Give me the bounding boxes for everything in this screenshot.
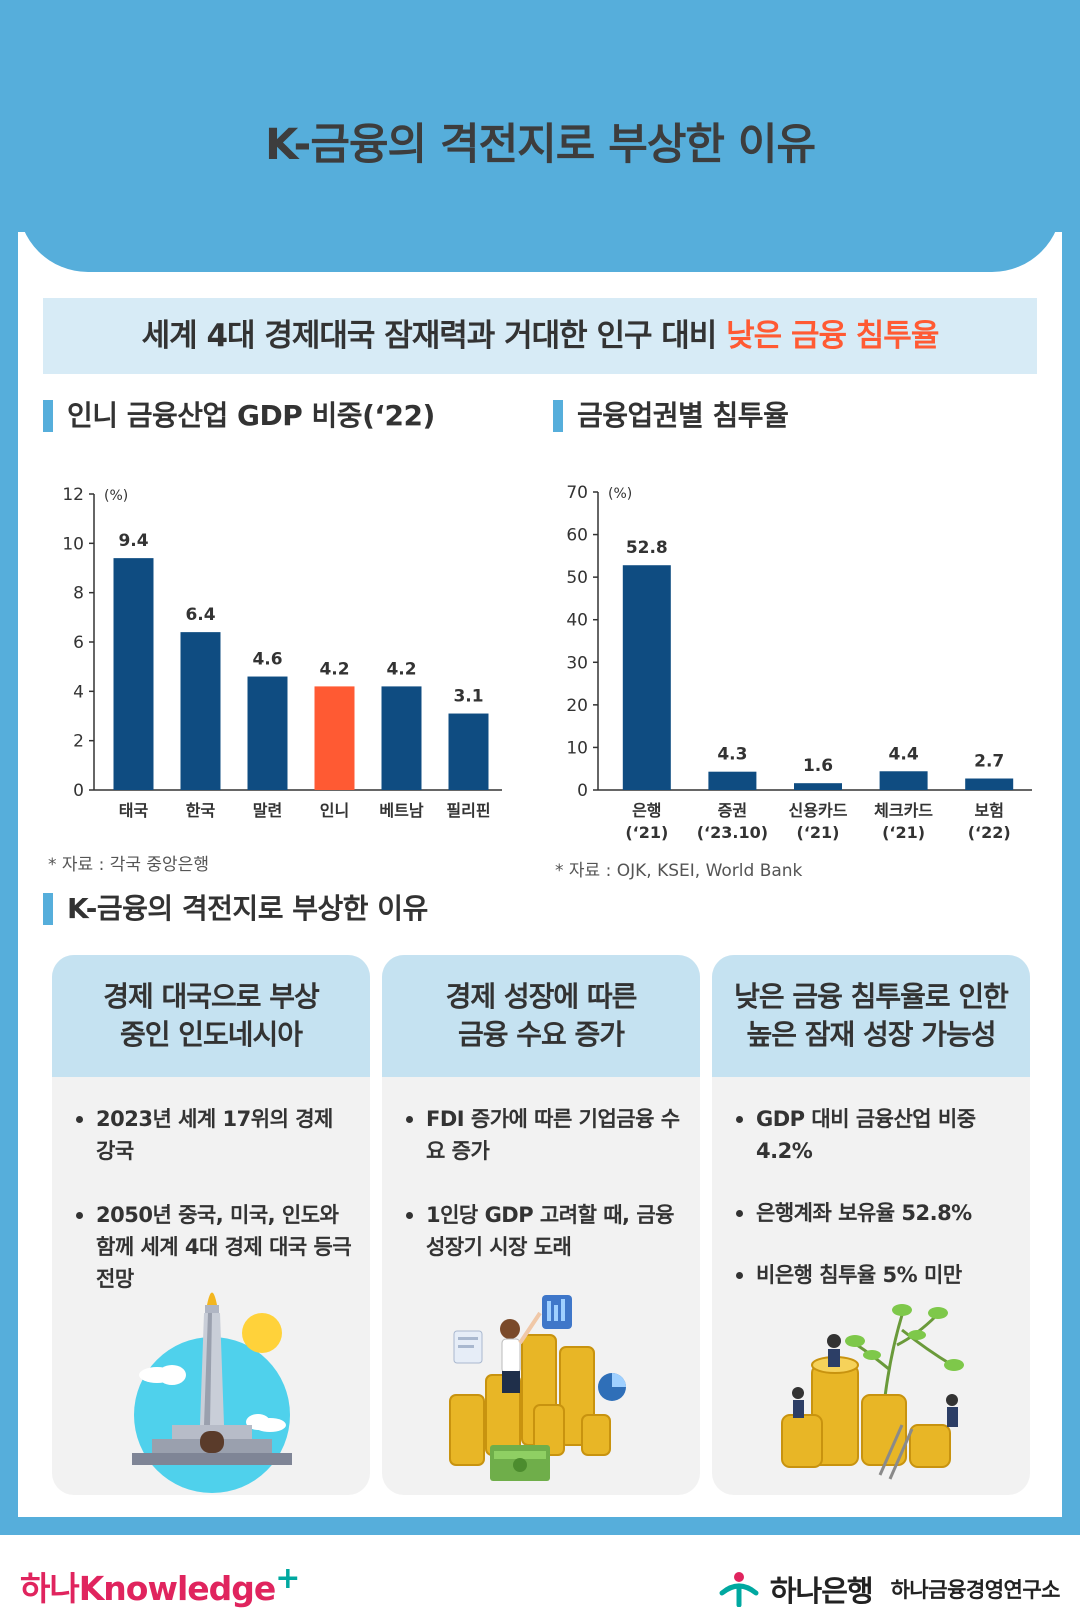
- y-tick-label: 4: [73, 682, 84, 702]
- y-tick-label: 30: [566, 653, 588, 673]
- card-header: 낮은 금융 침투율로 인한 높은 잠재 성장 가능성: [712, 955, 1030, 1077]
- hana-bank-logo-icon: [719, 1572, 759, 1607]
- card-header: 경제 대국으로 부상 중인 인도네시아: [52, 955, 370, 1077]
- reasons-title: K-금융의 격전지로 부상한 이유: [43, 893, 428, 925]
- bar: [708, 771, 757, 790]
- x-tick-label: (‘22): [968, 823, 1011, 842]
- x-tick-label: (‘21): [625, 823, 668, 842]
- institute-name: 하나금융경영연구소: [890, 1578, 1061, 1602]
- bar-value-label: 3.1: [453, 687, 483, 707]
- subtitle-banner: 세계 4대 경제대국 잠재력과 거대한 인구 대비 낮은 금융 침투율: [43, 298, 1037, 374]
- bullet-item: 2023년 세계 17위의 경제 강국: [74, 1103, 356, 1167]
- card-title-line: 경제 대국으로 부상: [103, 980, 320, 1013]
- x-tick-label: 태국: [119, 801, 149, 820]
- gdp-share-chart: 0 2 4 6 8 10 12 (%) 9.4 태국 6.4 한국 4.6 말련 4.2 인니 4.2 베트남 3.…: [62, 485, 502, 820]
- knowledge-brand: 하나Knowledge: [20, 1569, 276, 1608]
- y-tick-label: 40: [566, 611, 588, 631]
- bar: [180, 632, 221, 790]
- x-tick-label: 체크카드: [874, 801, 933, 820]
- penetration-chart-title: 금융업권별 침투율: [553, 400, 789, 432]
- x-tick-label: 증권: [718, 801, 747, 820]
- bar: [314, 686, 355, 790]
- bullet-list: GDP 대비 금융산업 비중 4.2% 은행계좌 보유율 52.8% 비은행 침…: [712, 1077, 1030, 1291]
- y-axis-unit: (%): [104, 488, 128, 504]
- bar: [622, 565, 671, 790]
- bullet-list: 2023년 세계 17위의 경제 강국 2050년 중국, 미국, 인도와 함께…: [52, 1077, 370, 1295]
- y-tick-label: 10: [62, 534, 84, 554]
- reason-card-2: 경제 성장에 따른 금융 수요 증가 FDI 증가에 따른 기업금융 수요 증가…: [382, 955, 700, 1495]
- x-tick-label: 필리핀: [446, 801, 490, 820]
- bar-value-label: 2.7: [974, 752, 1004, 772]
- card-header: 경제 성장에 따른 금융 수요 증가: [382, 955, 700, 1077]
- x-tick-label: 은행: [632, 801, 661, 820]
- bar-value-label: 4.3: [717, 745, 747, 765]
- bar: [448, 713, 489, 790]
- gdp-chart-source: * 자료 : 각국 중앙은행: [48, 855, 209, 875]
- bar-value-label: 4.6: [252, 650, 282, 670]
- y-tick-label: 20: [566, 696, 588, 716]
- bar: [113, 558, 154, 790]
- bar-value-label: 52.8: [626, 538, 668, 558]
- page-title: K-금융의 격전지로 부상한 이유: [264, 120, 816, 170]
- bank-name: 하나은행: [769, 1574, 874, 1608]
- x-tick-label: (‘21): [797, 823, 840, 842]
- bar-value-label: 4.2: [319, 659, 349, 679]
- bar-value-label: 9.4: [118, 531, 148, 551]
- bullet-item: GDP 대비 금융산업 비중 4.2%: [734, 1103, 1016, 1167]
- x-tick-label: 보험: [974, 801, 1003, 820]
- card-title-line: 중인 인도네시아: [119, 1018, 303, 1051]
- penetration-chart: 0 10 20 30 40 50 60 70 (%) 52.8 은행 (‘21) 4.3 증권 (‘23.1…: [566, 483, 1032, 842]
- y-tick-label: 0: [577, 781, 588, 801]
- bar: [794, 783, 842, 790]
- coins-tree-illustration: [781, 1304, 964, 1480]
- reason-card-3: 낮은 금융 침투율로 인한 높은 잠재 성장 가능성 GDP 대비 금융산업 비…: [712, 955, 1030, 1495]
- x-tick-label: 신용카드: [789, 801, 848, 820]
- header-band: [18, 0, 1062, 272]
- monument-illustration: [132, 1292, 292, 1493]
- bullet-list: FDI 증가에 따른 기업금융 수요 증가 1인당 GDP 고려할 때, 금융 …: [382, 1077, 700, 1263]
- x-tick-label: 한국: [186, 801, 216, 820]
- bar: [247, 676, 288, 790]
- x-tick-label: (‘23.10): [697, 823, 768, 842]
- bar-value-label: 4.2: [386, 659, 416, 679]
- x-tick-label: 베트남: [379, 801, 423, 820]
- y-tick-label: 10: [566, 738, 588, 758]
- y-tick-label: 2: [73, 732, 84, 752]
- y-tick-label: 6: [73, 633, 84, 653]
- x-tick-label: (‘21): [882, 823, 925, 842]
- bullet-item: 1인당 GDP 고려할 때, 금융 성장기 시장 도래: [404, 1199, 686, 1263]
- penetration-chart-source: * 자료 : OJK, KSEI, World Bank: [555, 861, 803, 881]
- knowledge-logo: 하나Knowledge+: [20, 1561, 300, 1610]
- x-tick-label: 말련: [253, 801, 282, 820]
- bar: [879, 771, 928, 790]
- y-axis-unit: (%): [608, 486, 632, 502]
- bar-value-label: 6.4: [185, 605, 215, 625]
- bullet-item: 비은행 침투율 5% 미만: [734, 1259, 1016, 1291]
- y-tick-label: 50: [566, 568, 588, 588]
- banner-text: 세계 4대 경제대국 잠재력과 거대한 인구 대비: [141, 318, 727, 354]
- banner-highlight: 낮은 금융 침투율: [726, 318, 939, 354]
- bar-value-label: 1.6: [803, 756, 833, 776]
- coins-businesswoman-illustration: [449, 1295, 626, 1481]
- bullet-item: 은행계좌 보유율 52.8%: [734, 1197, 1016, 1229]
- footer-logos: 하나은행 하나금융경영연구소: [718, 1568, 1061, 1610]
- bar: [381, 686, 422, 790]
- y-tick-label: 60: [566, 526, 588, 546]
- bar-value-label: 4.4: [889, 744, 919, 764]
- bar: [965, 778, 1014, 790]
- bullet-item: 2050년 중국, 미국, 인도와 함께 세계 4대 경제 대국 등극 전망: [74, 1199, 356, 1295]
- plus-icon: +: [275, 1561, 300, 1596]
- gdp-chart-title: 인니 금융산업 GDP 비중(‘22): [43, 400, 435, 432]
- card-title-line: 낮은 금융 침투율로 인한: [734, 980, 1009, 1013]
- y-tick-label: 0: [73, 781, 84, 801]
- y-tick-label: 12: [62, 485, 84, 505]
- card-title-line: 높은 잠재 성장 가능성: [746, 1018, 996, 1051]
- bullet-item: FDI 증가에 따른 기업금융 수요 증가: [404, 1103, 686, 1167]
- x-tick-label: 인니: [320, 801, 349, 820]
- y-tick-label: 8: [73, 584, 84, 604]
- y-tick-label: 70: [566, 483, 588, 503]
- card-title-line: 경제 성장에 따른: [445, 980, 638, 1013]
- reason-card-1: 경제 대국으로 부상 중인 인도네시아 2023년 세계 17위의 경제 강국 …: [52, 955, 370, 1495]
- card-title-line: 금융 수요 증가: [457, 1018, 625, 1051]
